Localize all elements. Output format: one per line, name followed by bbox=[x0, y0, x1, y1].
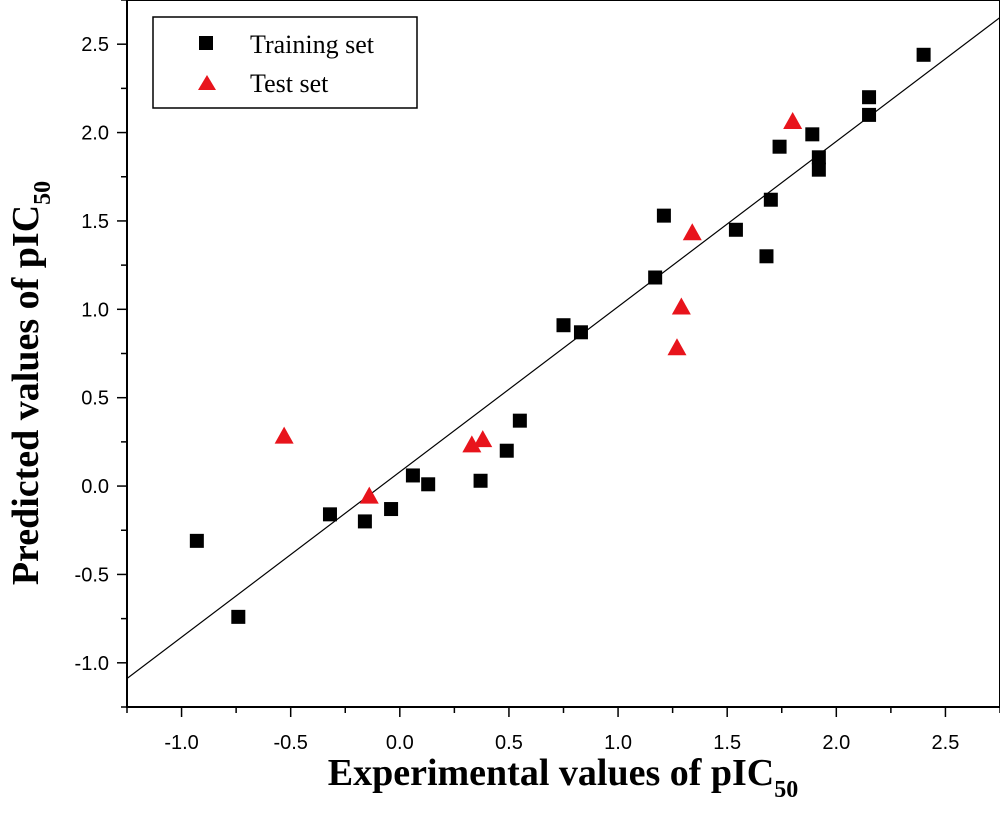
y-tick-label: 1.0 bbox=[81, 299, 109, 321]
legend-label-training: Training set bbox=[250, 30, 375, 59]
y-tick-label: 0.0 bbox=[81, 476, 109, 498]
training-point bbox=[862, 107, 877, 122]
test-point bbox=[783, 111, 803, 129]
x-tick-label: -0.5 bbox=[273, 732, 307, 754]
test-point bbox=[473, 430, 493, 448]
training-point bbox=[499, 443, 514, 458]
training-point bbox=[805, 127, 820, 142]
legend-label-test: Test set bbox=[250, 69, 329, 98]
y-tick-label: 2.5 bbox=[81, 34, 109, 56]
y-tick-label: 0.5 bbox=[81, 388, 109, 410]
training-point bbox=[405, 468, 420, 483]
y-axis-title: Predicted values of pIC50 bbox=[5, 181, 56, 585]
x-tick-label: 2.0 bbox=[822, 732, 850, 754]
training-point bbox=[357, 514, 372, 529]
training-point bbox=[648, 270, 663, 285]
axis-ticks: -1.0 -0.5 0.0 0.5 1.0 1.5 2.0 2.5 -1.0 -0.5 0.0 0.5… bbox=[75, 0, 1000, 754]
training-point bbox=[811, 162, 826, 177]
training-point bbox=[421, 477, 436, 492]
legend-marker-training bbox=[199, 36, 213, 50]
test-point bbox=[682, 223, 702, 241]
training-point bbox=[759, 249, 774, 264]
data-points bbox=[189, 47, 931, 624]
training-point bbox=[763, 192, 778, 207]
training-point bbox=[384, 502, 399, 517]
training-point bbox=[656, 208, 671, 223]
x-tick-label: 1.0 bbox=[604, 732, 632, 754]
training-point bbox=[862, 90, 877, 105]
y-tick-label: 2.0 bbox=[81, 123, 109, 145]
training-point bbox=[322, 507, 337, 522]
training-point bbox=[573, 325, 588, 340]
test-point bbox=[667, 338, 687, 356]
training-point bbox=[728, 222, 743, 237]
training-point bbox=[473, 473, 488, 488]
training-point bbox=[231, 609, 246, 624]
training-point bbox=[772, 139, 787, 154]
test-point bbox=[462, 435, 482, 453]
y-tick-label: -1.0 bbox=[75, 653, 109, 675]
x-tick-label: 0.5 bbox=[495, 732, 523, 754]
x-tick-label: 1.5 bbox=[713, 732, 741, 754]
x-tick-label: 2.5 bbox=[932, 732, 960, 754]
training-point bbox=[556, 318, 571, 333]
x-tick-label: -1.0 bbox=[164, 732, 198, 754]
x-axis-title: Experimental values of pIC50 bbox=[328, 752, 799, 803]
fit-line bbox=[127, 16, 1000, 679]
plot-frame bbox=[126, 0, 1000, 708]
legend-marker-test bbox=[198, 75, 216, 90]
training-point bbox=[512, 413, 527, 428]
training-point bbox=[811, 150, 826, 165]
training-point bbox=[916, 47, 931, 62]
legend: Training set Test set bbox=[152, 16, 418, 109]
test-point bbox=[274, 426, 294, 444]
training-point bbox=[189, 533, 204, 548]
legend-box bbox=[152, 16, 418, 109]
test-point bbox=[359, 486, 379, 504]
y-tick-label: 1.5 bbox=[81, 211, 109, 233]
test-point bbox=[671, 297, 691, 315]
x-tick-label: 0.0 bbox=[386, 732, 414, 754]
y-tick-label: -0.5 bbox=[75, 564, 109, 586]
